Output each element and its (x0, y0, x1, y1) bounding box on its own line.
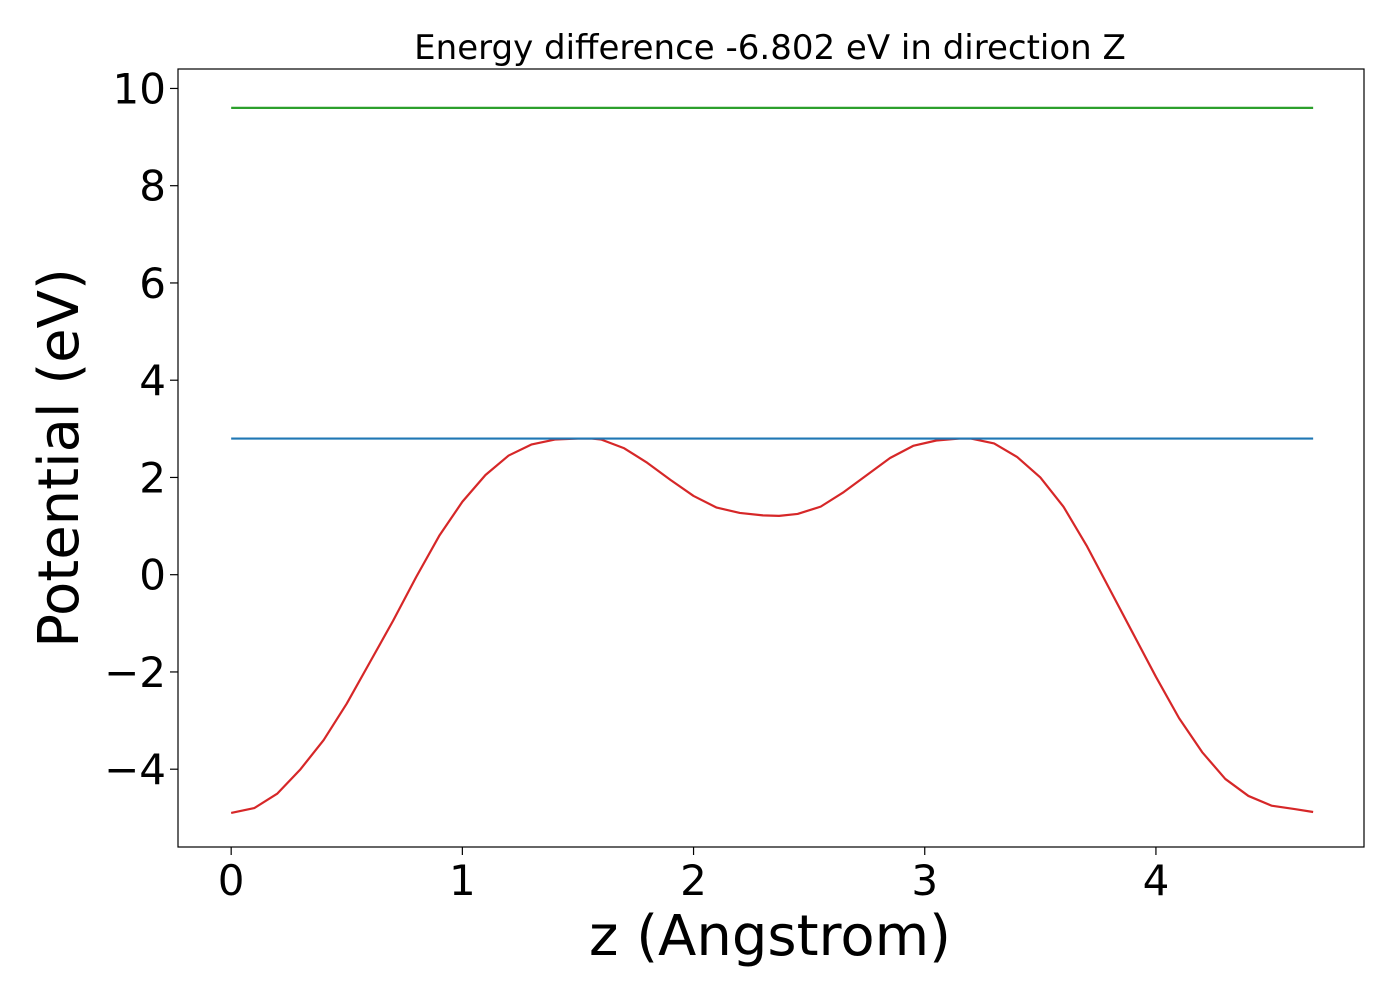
x-axis: 0 1 2 3 4 (218, 847, 1169, 905)
y-tick-label: 10 (113, 64, 166, 113)
x-tick-label: 3 (911, 856, 938, 905)
y-axis: −4 −2 0 2 4 6 8 10 (104, 64, 178, 794)
y-axis-label: Potential (eV) (27, 268, 92, 648)
y-tick-label: −4 (104, 745, 166, 794)
y-tick-label: 0 (139, 551, 166, 600)
y-tick-label: 2 (139, 453, 166, 502)
series-line-0 (230, 437, 1314, 815)
plot-frame (177, 68, 1365, 848)
chart-title: Energy difference -6.802 eV in direction… (414, 28, 1126, 68)
x-tick-label: 4 (1143, 856, 1170, 905)
y-tick-label: 6 (139, 259, 166, 308)
series-layer (230, 106, 1314, 815)
x-tick-label: 0 (218, 856, 245, 905)
x-tick-label: 1 (449, 856, 476, 905)
x-tick-label: 2 (680, 856, 707, 905)
y-tick-label: 4 (139, 356, 166, 405)
y-tick-label: 8 (139, 162, 166, 211)
x-axis-label: z (Angstrom) (589, 904, 951, 969)
y-tick-label: −2 (104, 648, 166, 697)
